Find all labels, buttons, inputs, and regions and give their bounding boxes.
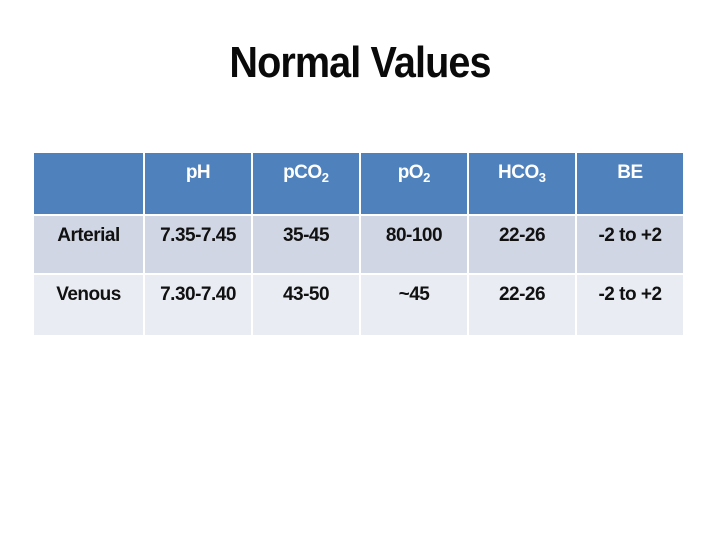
column-header-pco2-subscript: 2 (321, 170, 329, 185)
column-header-po2: pO2 (361, 153, 467, 214)
column-header-be: BE (577, 153, 683, 214)
cell-arterial-be: -2 to +2 (577, 216, 683, 273)
column-header-ph-label: pH (185, 162, 211, 183)
column-header-be-label: BE (617, 162, 643, 183)
slide-title: Normal Values (229, 38, 491, 87)
column-header-hco3-label: HCO (498, 162, 539, 183)
column-header-hco3-subscript: 3 (538, 170, 546, 185)
cell-arterial-pco2: 35-45 (253, 216, 359, 273)
cell-venous-pco2: 43-50 (253, 275, 359, 335)
column-header-pco2-label: pCO (283, 162, 322, 183)
normal-values-table: pH pCO2 pO2 HCO3 BE Arterial 7.35-7.45 3… (32, 151, 685, 337)
cell-venous-be: -2 to +2 (577, 275, 683, 335)
cell-arterial-ph: 7.35-7.45 (145, 216, 251, 273)
cell-venous-po2: ~45 (361, 275, 467, 335)
column-header-po2-label: pO (397, 162, 424, 183)
column-header-pco2: pCO2 (253, 153, 359, 214)
cell-venous-hco3: 22-26 (469, 275, 575, 335)
row-header-venous: Venous (34, 275, 143, 335)
column-header-hco3: HCO3 (469, 153, 575, 214)
cell-arterial-po2: 80-100 (361, 216, 467, 273)
row-header-arterial: Arterial (34, 216, 143, 273)
column-header-ph: pH (145, 153, 251, 214)
cell-venous-ph: 7.30-7.40 (145, 275, 251, 335)
cell-arterial-hco3: 22-26 (469, 216, 575, 273)
corner-cell (34, 153, 143, 214)
column-header-po2-subscript: 2 (423, 170, 431, 185)
table-row-arterial: Arterial 7.35-7.45 35-45 80-100 22-26 -2… (34, 216, 683, 273)
table-header-row: pH pCO2 pO2 HCO3 BE (34, 153, 683, 214)
table-row-venous: Venous 7.30-7.40 43-50 ~45 22-26 -2 to +… (34, 275, 683, 335)
